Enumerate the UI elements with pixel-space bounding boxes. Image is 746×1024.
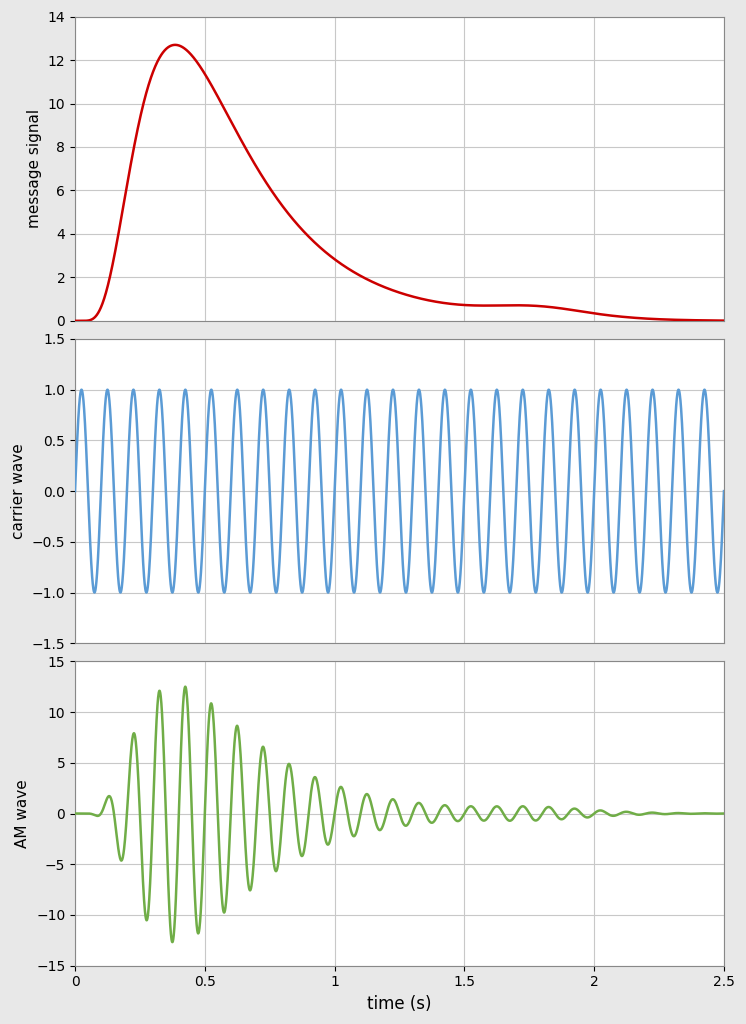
Y-axis label: message signal: message signal <box>27 110 42 228</box>
Y-axis label: AM wave: AM wave <box>16 779 31 848</box>
Y-axis label: carrier wave: carrier wave <box>11 443 26 539</box>
X-axis label: time (s): time (s) <box>367 995 432 1013</box>
